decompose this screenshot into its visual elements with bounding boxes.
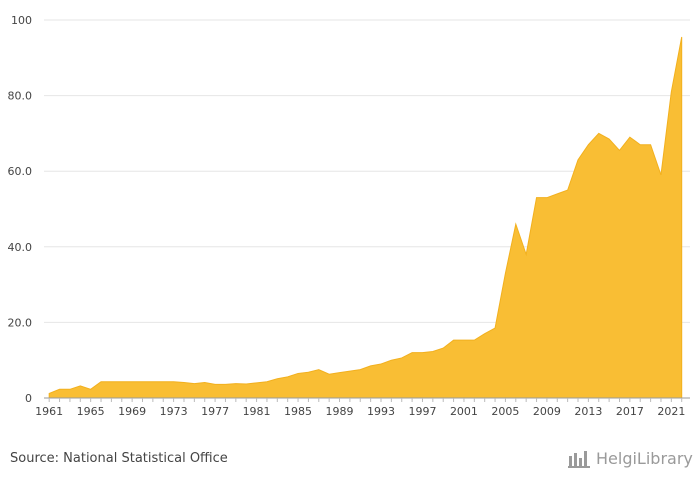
area-layer [48,36,683,399]
series-area [48,36,683,399]
brand-logo: HelgiLibrary [568,449,693,468]
y-tick-label: 20.0 [8,316,33,329]
y-tick-label: 60.0 [8,165,33,178]
x-tick-label: 1965 [77,405,105,418]
x-tick-label: 1973 [160,405,188,418]
x-tick-label: 1977 [201,405,229,418]
y-tick-label: 0 [25,392,32,405]
x-tick-label: 2001 [450,405,478,418]
source-note: Source: National Statistical Office [10,451,228,466]
x-tick-label: 2013 [574,405,602,418]
y-tick-label: 80.0 [8,90,33,103]
x-tick-label: 1969 [118,405,146,418]
library-icon [568,450,590,468]
x-tick-label: 2021 [657,405,685,418]
x-tick-label: 1985 [284,405,312,418]
x-tick-label: 1993 [367,405,395,418]
x-tick-label: 2005 [491,405,519,418]
y-tick-label: 40.0 [8,241,33,254]
y-tick-label: 100 [11,14,32,27]
x-tick-label: 1997 [408,405,436,418]
area-chart: 0 20.0 40.0 60.0 80.0 100 1961 1965 1969 1973 1977… [8,14,690,418]
x-tick-label: 2017 [616,405,644,418]
x-tick-label: 1981 [243,405,271,418]
axes: 0 20.0 40.0 60.0 80.0 100 1961 1965 1969 1973 1977… [8,14,690,418]
brand-name: HelgiLibrary [596,449,693,468]
x-tick-label: 1961 [35,405,63,418]
x-tick-label: 2009 [533,405,561,418]
x-tick-label: 1989 [326,405,354,418]
